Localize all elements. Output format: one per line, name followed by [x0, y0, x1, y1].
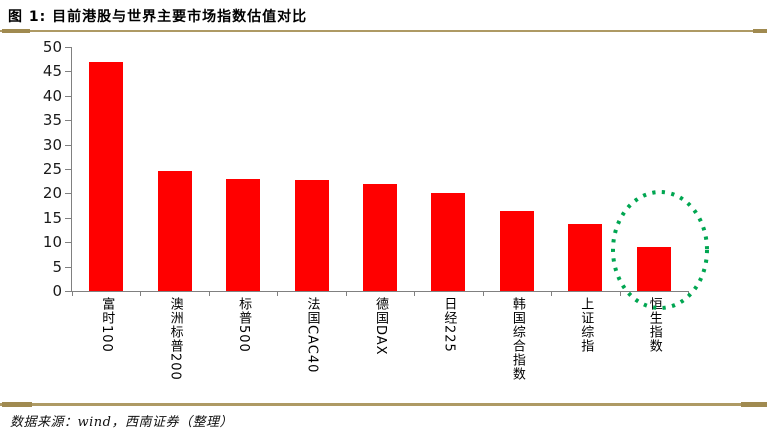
x-axis-category-label: 法国CAC40 [304, 297, 320, 374]
x-axis-line [71, 291, 689, 292]
x-axis-tick-mark [208, 292, 210, 296]
bar-slot [346, 47, 414, 291]
bottom-divider-right-cap [741, 402, 767, 407]
x-axis-tick-mark [619, 292, 621, 296]
x-axis-tick-mark [688, 292, 689, 296]
x-axis-tick-mark [414, 292, 416, 296]
x-axis-label-slot: 澳洲标普200 [140, 297, 208, 381]
x-axis-tick-mark [140, 292, 142, 296]
figure-title: 图 1: 目前港股与世界主要市场指数估值对比 [8, 9, 308, 25]
bar-slot [483, 47, 551, 291]
y-axis-tick-label: 40 [42, 86, 62, 105]
x-axis-category-label: 富时100 [99, 297, 115, 353]
x-axis-tick-mark [482, 292, 484, 296]
data-source: 数据来源：wind，西南证券（整理） [10, 415, 233, 430]
x-axis-category-label: 德国DAX [372, 297, 388, 356]
bars-area [72, 47, 688, 291]
x-axis-tick-mark [345, 292, 347, 296]
y-axis-tick-mark [65, 144, 71, 146]
x-axis-label-slot: 日经225 [414, 297, 482, 353]
bar [294, 180, 329, 291]
y-axis-tick-mark [65, 242, 71, 244]
x-axis-tick-mark [551, 292, 553, 296]
y-axis-tick-label: 50 [42, 38, 62, 56]
y-axis-tick-label: 35 [42, 111, 62, 130]
bar [362, 183, 397, 291]
y-axis-tick-mark [65, 266, 71, 268]
x-axis-category-label: 日经225 [441, 297, 457, 353]
y-axis-tick-mark [65, 169, 71, 170]
top-divider-left-cap [2, 29, 30, 33]
y-axis-tick-mark [65, 120, 71, 122]
y-axis-line [71, 47, 72, 292]
bottom-divider-line [0, 403, 767, 406]
x-axis-category-label: 恒生指数 [646, 297, 662, 353]
x-axis-label-slot: 恒生指数 [620, 297, 688, 353]
x-axis-label-slot: 富时100 [72, 297, 140, 353]
x-axis-label-slot: 上证综指 [551, 297, 619, 353]
x-axis-label-slot: 标普500 [209, 297, 277, 353]
bar-slot [140, 47, 208, 291]
top-divider-right-cap [753, 29, 767, 33]
y-axis-tick-mark [65, 291, 71, 292]
bar-slot [209, 47, 277, 291]
y-axis-tick-mark [65, 193, 71, 195]
y-axis-tick-mark [65, 71, 71, 73]
x-axis-tick-mark [277, 292, 279, 296]
x-axis-label-slot: 法国CAC40 [277, 297, 345, 373]
x-axis-category-label: 标普500 [236, 297, 252, 353]
bar [499, 210, 534, 291]
bar [89, 61, 124, 291]
bar-slot [277, 47, 345, 291]
bar-slot [72, 47, 140, 291]
bar [157, 171, 192, 291]
y-axis-tick-label: 10 [42, 233, 62, 252]
y-axis-tick-label: 5 [52, 257, 62, 276]
bar-slot [414, 47, 482, 291]
x-axis-category-label: 澳洲标普200 [167, 297, 183, 381]
y-axis-tick-mark [65, 95, 71, 97]
bar-slot [620, 47, 688, 291]
bar [226, 178, 261, 291]
x-axis-label-slot: 韩国综合指数 [483, 297, 551, 381]
y-axis-tick-label: 0 [52, 282, 62, 300]
x-axis-category-label: 韩国综合指数 [509, 297, 525, 381]
y-axis-tick-label: 45 [42, 62, 62, 81]
x-axis-labels: 富时100 澳洲标普200 标普500 法国CAC40 德国DAX 日经225 韩国综合指数… [72, 297, 688, 381]
y-axis-tick-mark [65, 217, 71, 219]
bar [568, 223, 603, 291]
top-divider-line [0, 30, 767, 32]
y-axis-tick-mark [65, 47, 71, 48]
x-axis-tick-mark [72, 292, 73, 296]
y-axis-tick-label: 30 [42, 135, 62, 154]
bar [431, 193, 466, 291]
y-axis-tick-label: 20 [42, 184, 62, 203]
bar [636, 247, 671, 291]
x-axis-label-slot: 德国DAX [346, 297, 414, 356]
bar-slot [551, 47, 619, 291]
x-axis-category-label: 上证综指 [578, 297, 594, 353]
bottom-divider-left-cap [2, 402, 32, 407]
y-axis-tick-label: 15 [42, 208, 62, 227]
y-axis-tick-label: 25 [42, 160, 62, 178]
